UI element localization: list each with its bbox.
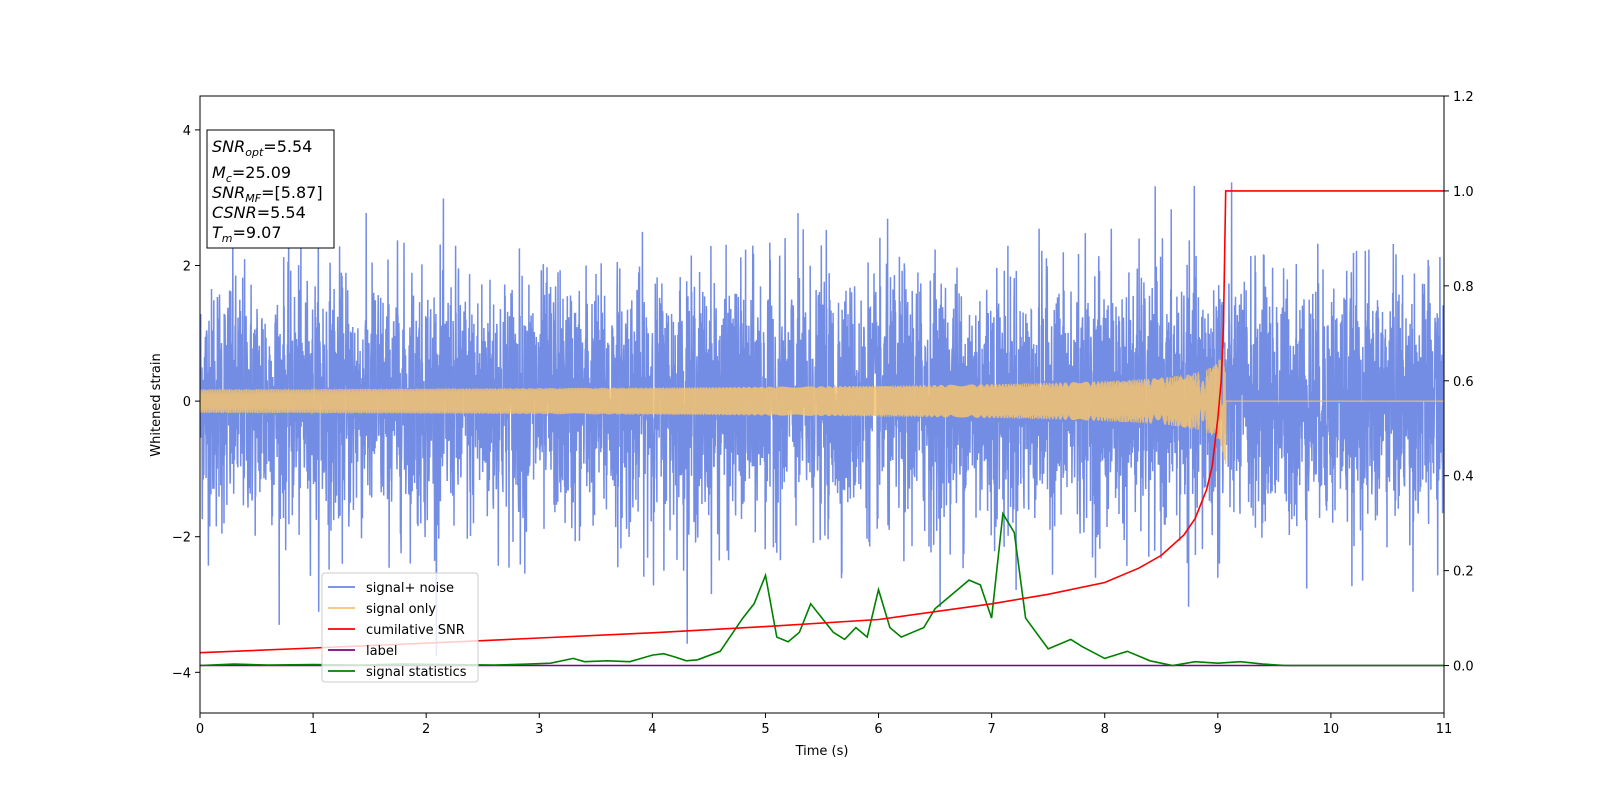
y-tick-label: −2 [172, 531, 191, 546]
info-snr-mf: SNRMF=[5.87] [212, 183, 323, 205]
info-box: SNRopt=5.54 Mc=25.09 SNRMF=[5.87] CSNR=5… [206, 129, 335, 249]
x-axis: 0 1 2 3 4 5 6 7 8 9 10 11 [196, 713, 1452, 737]
y-tick-label: 2 [183, 260, 191, 275]
y-axis-right: 1.2 1.0 0.8 0.6 0.4 0.2 0.0 [1444, 90, 1474, 675]
x-tick-label: 5 [761, 722, 769, 737]
legend-label: label [366, 644, 397, 659]
y-axis-title: Whitened strain [149, 353, 164, 456]
legend-label: signal+ noise [366, 581, 454, 596]
y-axis-left: 4 2 0 −2 −4 [172, 124, 200, 681]
x-tick-label: 1 [309, 722, 317, 737]
y2-tick-label: 0.6 [1453, 375, 1474, 390]
x-tick-label: 11 [1436, 722, 1453, 737]
series-signal-only-line [200, 348, 1444, 464]
x-tick-label: 9 [1214, 722, 1222, 737]
legend-label: signal only [366, 602, 436, 617]
series-cumulative-snr-line [200, 190, 1444, 654]
x-tick-label: 4 [648, 722, 656, 737]
info-csnr: CSNR=5.54 [212, 203, 306, 222]
y2-tick-label: 0.0 [1453, 660, 1474, 675]
y-tick-label: −4 [172, 666, 191, 681]
legend-label: cumilative SNR [366, 623, 465, 638]
x-tick-label: 0 [196, 722, 204, 737]
x-tick-label: 10 [1323, 722, 1340, 737]
x-tick-label: 7 [987, 722, 995, 737]
x-axis-title: Time (s) [795, 744, 849, 759]
info-tm: Tm=9.07 [212, 223, 282, 245]
y2-tick-label: 1.2 [1453, 90, 1474, 105]
y2-tick-label: 1.0 [1453, 185, 1474, 200]
series-signal-statistics-line [200, 511, 1444, 667]
y-tick-label: 0 [183, 395, 191, 410]
x-tick-label: 6 [874, 722, 882, 737]
info-mc: Mc=25.09 [212, 163, 291, 185]
legend-label: signal statistics [366, 665, 467, 680]
x-tick-label: 8 [1101, 722, 1109, 737]
y2-tick-label: 0.4 [1453, 470, 1474, 485]
y2-tick-label: 0.8 [1453, 280, 1474, 295]
info-snr-opt: SNRopt=5.54 [212, 137, 312, 159]
legend: signal+ noise signal only cumilative SNR la… [321, 572, 479, 683]
plot-area-frame [199, 95, 1445, 714]
x-tick-label: 3 [535, 722, 543, 737]
y2-tick-label: 0.2 [1453, 565, 1474, 580]
y-tick-label: 4 [183, 124, 191, 139]
x-tick-label: 2 [422, 722, 430, 737]
